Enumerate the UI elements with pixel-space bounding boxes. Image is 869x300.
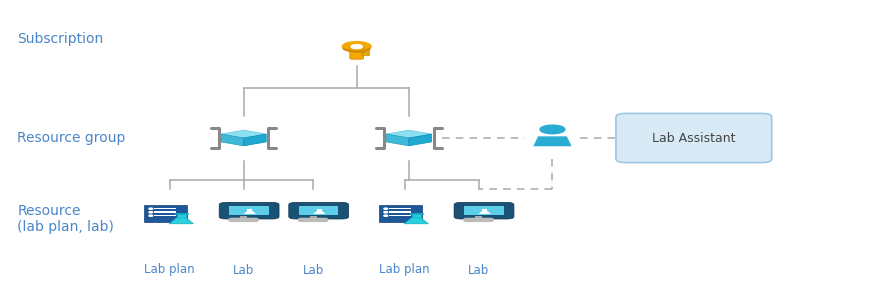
- Circle shape: [540, 125, 564, 134]
- FancyBboxPatch shape: [229, 206, 269, 215]
- Polygon shape: [408, 134, 431, 146]
- Text: Lab plan: Lab plan: [379, 263, 429, 277]
- FancyBboxPatch shape: [247, 209, 252, 211]
- Polygon shape: [404, 218, 428, 224]
- FancyBboxPatch shape: [240, 216, 247, 219]
- FancyBboxPatch shape: [154, 215, 176, 217]
- Polygon shape: [169, 218, 193, 224]
- Text: Lab plan: Lab plan: [144, 263, 195, 277]
- FancyBboxPatch shape: [379, 205, 421, 222]
- FancyBboxPatch shape: [309, 216, 316, 219]
- Polygon shape: [313, 211, 325, 214]
- FancyBboxPatch shape: [388, 215, 410, 217]
- FancyBboxPatch shape: [361, 50, 368, 52]
- FancyBboxPatch shape: [299, 206, 338, 215]
- FancyBboxPatch shape: [463, 218, 493, 222]
- Polygon shape: [221, 130, 266, 138]
- Text: Subscription: Subscription: [17, 32, 103, 46]
- FancyBboxPatch shape: [289, 202, 348, 219]
- FancyBboxPatch shape: [154, 212, 176, 213]
- Circle shape: [383, 212, 388, 213]
- Circle shape: [149, 215, 153, 216]
- Polygon shape: [386, 134, 408, 146]
- FancyBboxPatch shape: [175, 213, 188, 214]
- Circle shape: [149, 208, 153, 209]
- FancyBboxPatch shape: [615, 113, 771, 163]
- FancyBboxPatch shape: [316, 209, 322, 211]
- FancyBboxPatch shape: [176, 214, 186, 218]
- FancyBboxPatch shape: [474, 216, 481, 219]
- Text: Lab: Lab: [302, 263, 323, 277]
- Polygon shape: [478, 211, 490, 214]
- Text: Lab: Lab: [468, 263, 488, 277]
- Polygon shape: [221, 134, 243, 146]
- FancyBboxPatch shape: [361, 53, 368, 55]
- Circle shape: [383, 215, 388, 216]
- Text: Lab Assistant: Lab Assistant: [652, 131, 734, 145]
- Circle shape: [342, 42, 370, 52]
- Text: Resource group: Resource group: [17, 131, 126, 145]
- FancyBboxPatch shape: [409, 213, 422, 214]
- Circle shape: [149, 212, 153, 213]
- FancyBboxPatch shape: [154, 208, 176, 209]
- Text: Resource
(lab plan, lab): Resource (lab plan, lab): [17, 204, 114, 234]
- Polygon shape: [243, 211, 255, 214]
- Polygon shape: [533, 136, 571, 146]
- FancyBboxPatch shape: [219, 202, 279, 219]
- FancyBboxPatch shape: [229, 218, 258, 222]
- FancyBboxPatch shape: [388, 208, 410, 209]
- FancyBboxPatch shape: [411, 214, 421, 218]
- FancyBboxPatch shape: [481, 209, 487, 211]
- Polygon shape: [243, 134, 266, 146]
- FancyBboxPatch shape: [454, 202, 514, 219]
- FancyBboxPatch shape: [464, 206, 503, 215]
- FancyBboxPatch shape: [349, 46, 363, 59]
- Circle shape: [383, 208, 388, 209]
- Polygon shape: [386, 130, 431, 138]
- Text: Lab: Lab: [233, 263, 254, 277]
- FancyBboxPatch shape: [298, 218, 328, 222]
- FancyBboxPatch shape: [388, 212, 410, 213]
- Circle shape: [350, 45, 362, 49]
- FancyBboxPatch shape: [144, 205, 187, 222]
